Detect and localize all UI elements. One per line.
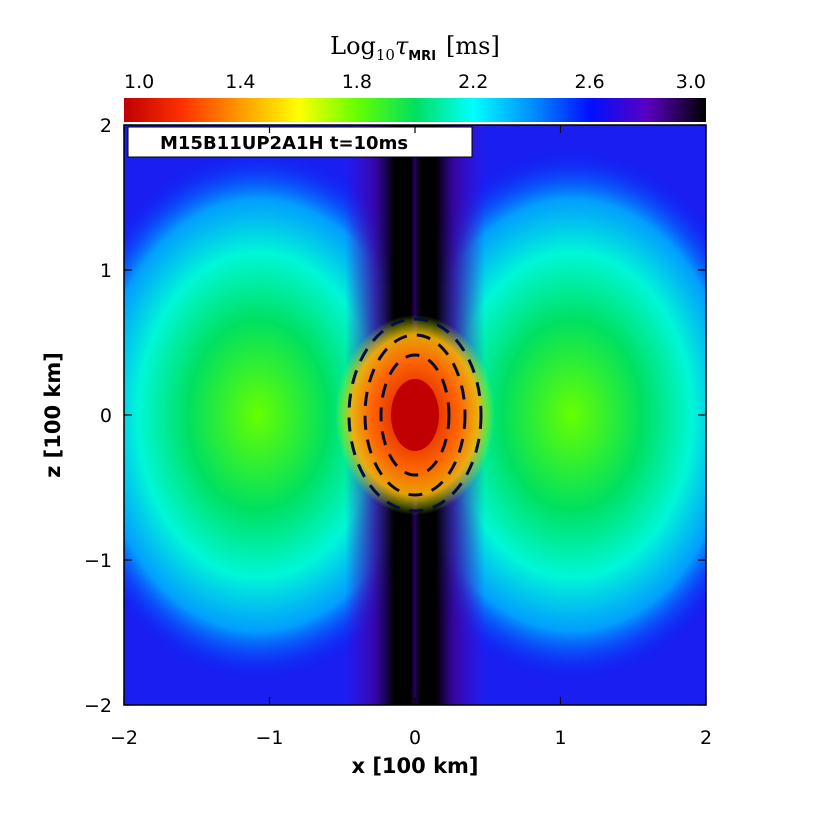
x-tick-label: 1 — [554, 727, 566, 749]
core-center — [391, 379, 439, 451]
colorbar-tick-labels: 1.0 1.4 1.8 2.2 2.6 3.0 — [124, 71, 706, 93]
core-structure — [347, 317, 483, 513]
colorbar-tick-label: 3.0 — [676, 71, 706, 93]
y-tick-label: 2 — [100, 115, 112, 137]
core-ring — [379, 353, 451, 477]
colorbar-tick-label: 2.2 — [458, 71, 488, 93]
y-tick-label: −2 — [84, 695, 112, 717]
colorbar-tick-label: 1.4 — [225, 71, 255, 93]
colorbar-tick-label: 2.6 — [574, 71, 604, 93]
y-tick-label: −1 — [84, 550, 112, 572]
colorbar-tick-label: 1.8 — [342, 71, 372, 93]
colorbar-title: Log10τMRI [ms] — [330, 32, 500, 64]
colorbar — [124, 98, 706, 122]
x-tick-label: 0 — [409, 727, 421, 749]
y-tick-label: 1 — [100, 260, 112, 282]
core-ring — [363, 333, 467, 497]
legend-label: M15B11UP2A1H t=10ms — [160, 133, 408, 154]
heatmap — [124, 125, 706, 705]
x-tick-label: 2 — [700, 727, 712, 749]
core-ring — [347, 317, 483, 513]
x-tick-label: −2 — [110, 727, 138, 749]
y-ticks: −2 −1 0 1 2 — [84, 115, 706, 717]
y-axis-title: z [100 km] — [41, 352, 65, 478]
x-axis-title: x [100 km] — [351, 754, 478, 778]
x-tick-label: −1 — [255, 727, 283, 749]
x-ticks: −2 −1 0 1 2 — [110, 125, 712, 749]
y-tick-label: 0 — [100, 405, 112, 427]
colorbar-tick-label: 1.0 — [124, 71, 154, 93]
